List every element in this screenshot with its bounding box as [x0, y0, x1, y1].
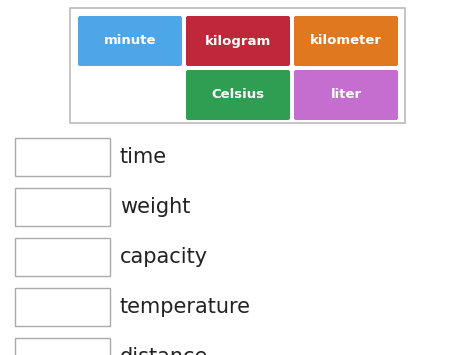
- Text: kilogram: kilogram: [205, 34, 271, 48]
- FancyBboxPatch shape: [186, 16, 290, 66]
- Bar: [15, 188, 110, 226]
- Bar: [15, 238, 110, 276]
- Bar: [15, 338, 110, 355]
- FancyBboxPatch shape: [78, 16, 182, 66]
- Text: time: time: [120, 147, 167, 167]
- Text: distance: distance: [120, 347, 209, 355]
- Text: weight: weight: [120, 197, 191, 217]
- FancyBboxPatch shape: [294, 16, 398, 66]
- Text: liter: liter: [330, 88, 362, 102]
- FancyBboxPatch shape: [294, 70, 398, 120]
- Bar: [15, 138, 110, 176]
- FancyBboxPatch shape: [186, 70, 290, 120]
- Bar: [70, 8, 405, 123]
- Text: temperature: temperature: [120, 297, 251, 317]
- Text: minute: minute: [104, 34, 156, 48]
- Text: kilometer: kilometer: [310, 34, 382, 48]
- Text: Celsius: Celsius: [211, 88, 264, 102]
- Bar: [15, 288, 110, 326]
- Text: capacity: capacity: [120, 247, 208, 267]
